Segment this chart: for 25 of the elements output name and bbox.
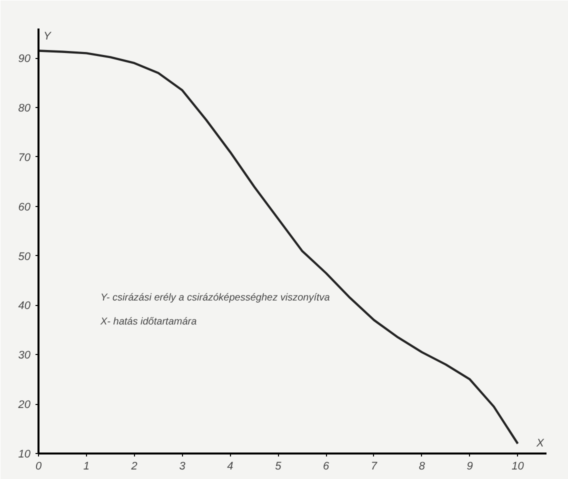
x-axis-title: X [536,438,544,450]
line-series [38,50,519,445]
x-tick-label: 10 [512,460,525,472]
x-tick-label: 5 [275,460,282,472]
x-tick-label: 4 [227,460,234,472]
annotation: X- hatás időtartamára [100,316,198,328]
x-tick-label: 9 [466,460,473,472]
x-tick-label: 6 [322,460,330,472]
y-tick-label: 90 [18,53,32,66]
y-tick-label: 40 [18,300,32,312]
y-axis-title: Y [44,30,52,42]
x-tick-label: 3 [179,460,186,472]
y-tick-label: 80 [18,102,32,115]
y-tick-label: 50 [18,250,32,263]
y-tick-label: 70 [18,152,32,164]
x-tick-label: 2 [130,460,138,472]
y-tick-label: 60 [18,201,32,214]
y-tick-label: 30 [18,350,32,362]
x-tick-label: 8 [418,460,426,472]
y-tick-label: 10 [18,448,32,460]
x-tick-label: 1 [83,460,90,472]
annotation: Y- csirázási erély a csirázóképességhez viszonyítva [100,292,330,304]
y-tick-label: 20 [17,399,32,412]
x-tick-label: 0 [35,460,42,472]
x-tick-label: 7 [370,460,378,472]
